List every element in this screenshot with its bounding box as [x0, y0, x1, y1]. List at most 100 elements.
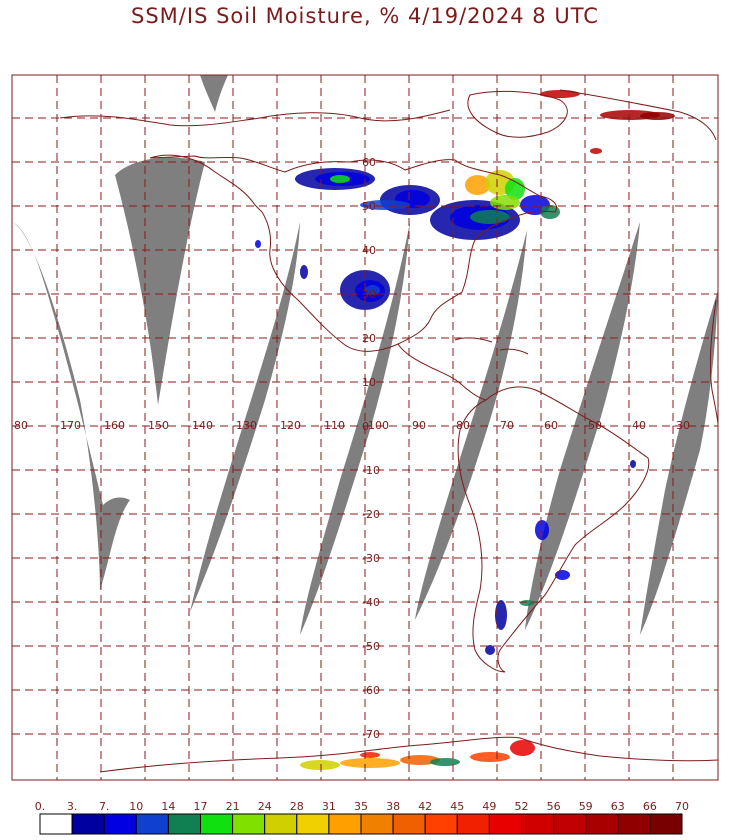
moisture-patch: [340, 758, 400, 768]
moisture-patch: [495, 600, 507, 630]
legend-tick-label: 35: [354, 800, 368, 813]
latitude-label: -70: [362, 728, 380, 741]
latitude-label: 50: [362, 200, 376, 213]
legend-swatch: [71, 813, 105, 835]
legend-tick-label: 70: [675, 800, 689, 813]
moisture-patch: [365, 285, 380, 295]
legend-swatch: [585, 813, 619, 835]
latitude-label: -40: [362, 596, 380, 609]
legend-tick-label: 52: [515, 800, 529, 813]
latitude-label: -50: [362, 640, 380, 653]
moisture-patch: [360, 200, 410, 210]
legend-tick-label: 28: [290, 800, 304, 813]
moisture-patches: [255, 90, 675, 770]
legend-tick-label: 49: [482, 800, 496, 813]
legend-ticks: 0. 3. 7. 10 14 17 21 24 28 31 35 38 42 45 49 52 56 59 63 66…: [35, 800, 689, 813]
legend-swatch: [360, 813, 394, 835]
moisture-patch: [505, 178, 525, 200]
swath-gap: [640, 290, 718, 635]
moisture-patch: [470, 210, 510, 224]
moisture-patch: [330, 175, 350, 183]
graticule: [12, 75, 718, 780]
map-frame: [11, 74, 719, 781]
legend-swatch: [392, 813, 426, 835]
moisture-patch: [540, 205, 560, 219]
legend-swatch: [39, 813, 73, 835]
latitude-label: 10: [362, 376, 376, 389]
latitude-label: 0: [362, 420, 369, 433]
longitude-label: -90: [408, 419, 426, 432]
legend-swatch: [424, 813, 458, 835]
longitude-label: -70: [496, 419, 514, 432]
legend-tick-label: 42: [418, 800, 432, 813]
legend-swatch: [488, 813, 522, 835]
legend-tick-label: 17: [194, 800, 208, 813]
longitude-label: -130: [232, 419, 257, 432]
legend-tick-label: 24: [258, 800, 272, 813]
latitude-labels: 60 50 40 30 20 10 0 -10 -20 -30 -40 -50 -60 -70: [362, 156, 380, 741]
swath-gap: [525, 222, 640, 630]
latitude-label: -30: [362, 552, 380, 565]
moisture-patch: [255, 240, 261, 248]
legend-tick-label: 14: [161, 800, 175, 813]
legend-tick-label: 31: [322, 800, 336, 813]
legend-swatch: [167, 813, 201, 835]
longitude-label: -150: [144, 419, 169, 432]
longitude-label: -80: [452, 419, 470, 432]
longitude-label: 80: [14, 419, 28, 432]
page-title: SSM/IS Soil Moisture, % 4/19/2024 8 UTC: [131, 4, 599, 28]
legend-swatch: [328, 813, 362, 835]
legend-swatch: [232, 813, 266, 835]
legend-tick-label: 10: [129, 800, 143, 813]
legend-tick-label: 3.: [67, 800, 78, 813]
moisture-patch: [470, 752, 510, 762]
legend-swatch: [200, 813, 234, 835]
swath-gap: [190, 222, 300, 612]
latitude-label: 30: [362, 288, 376, 301]
legend-tick-label: 59: [579, 800, 593, 813]
africa-edge: [709, 299, 719, 426]
legend-tick-label: 7.: [99, 800, 110, 813]
legend-swatch: [553, 813, 587, 835]
latitude-label: 60: [362, 156, 376, 169]
swath-gap: [415, 230, 527, 620]
longitude-label: -140: [188, 419, 213, 432]
longitude-label: -60: [540, 419, 558, 432]
swath-gap: [200, 75, 228, 112]
legend-swatch: [456, 813, 490, 835]
legend-tick-label: 0.: [35, 800, 46, 813]
latitude-label: 40: [362, 244, 376, 257]
legend-swatch: [264, 813, 298, 835]
legend-tick-label: 63: [611, 800, 625, 813]
moisture-patch: [300, 760, 340, 770]
legend-swatches: [39, 813, 683, 835]
legend-tick-label: 21: [226, 800, 240, 813]
legend-swatch: [103, 813, 137, 835]
longitude-label: -30: [672, 419, 690, 432]
legend-tick-label: 45: [450, 800, 464, 813]
legend-swatch: [296, 813, 330, 835]
longitude-label: -170: [56, 419, 81, 432]
moisture-patch: [510, 740, 535, 756]
greenland-coast: [467, 90, 568, 138]
legend-swatch: [135, 813, 169, 835]
moisture-patch: [465, 175, 490, 195]
central-america-coast: [397, 343, 487, 401]
legend-swatch: [521, 813, 555, 835]
moisture-patch: [485, 645, 495, 655]
longitude-label: -100: [364, 419, 389, 432]
latitude-label: -60: [362, 684, 380, 697]
legend-swatch: [649, 813, 683, 835]
latitude-label: -20: [362, 508, 380, 521]
swath-gap: [300, 222, 410, 635]
legend-tick-label: 38: [386, 800, 400, 813]
legend-tick-label: 66: [643, 800, 657, 813]
moisture-patch: [535, 520, 549, 540]
longitude-label: -120: [276, 419, 301, 432]
moisture-patch: [300, 265, 308, 279]
moisture-patch: [400, 755, 440, 765]
longitude-label: -40: [628, 419, 646, 432]
legend-tick-label: 56: [547, 800, 561, 813]
